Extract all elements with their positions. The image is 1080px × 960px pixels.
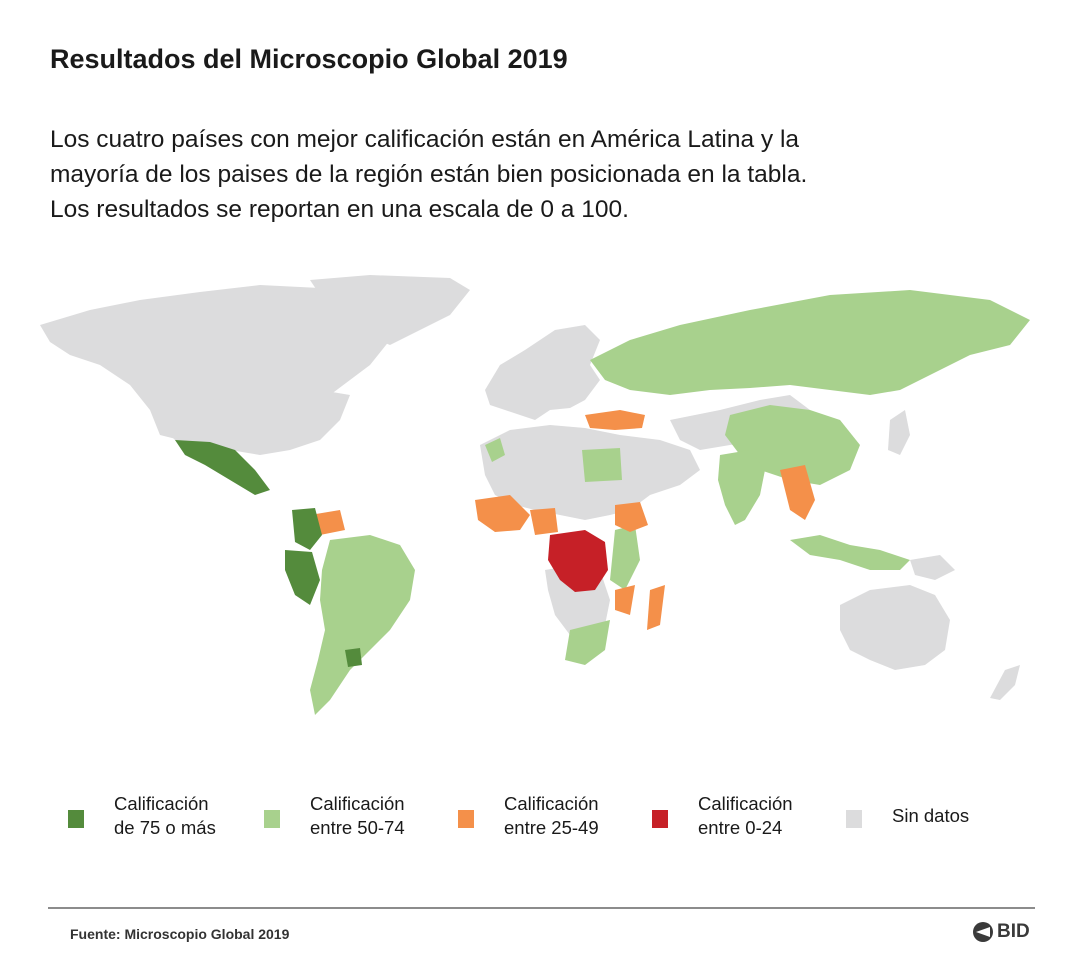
region-egypt: [582, 448, 622, 482]
bid-logo-text: BID: [997, 921, 1030, 942]
region-madagascar: [647, 585, 665, 630]
region-papua: [910, 555, 955, 580]
legend-swatch-mid-low: [458, 810, 474, 828]
legend-label-no-data: Sin datos: [892, 805, 970, 826]
legend-swatch-no-data: [846, 810, 862, 828]
region-greenland: [310, 275, 470, 345]
legend-swatch-top: [68, 810, 84, 828]
world-map: [40, 275, 1030, 715]
subtitle-line-1: Los cuatro países con mejor calificación…: [50, 126, 800, 153]
legend-label-mid-low: Calificación entre 25-49: [504, 793, 599, 838]
legend-swatch-low: [652, 810, 668, 828]
legend-label-top: Calificación de 75 o más: [114, 793, 216, 838]
bid-logo: BID: [972, 920, 1030, 944]
region-mozambique: [615, 585, 635, 615]
region-nigeria: [530, 508, 558, 535]
mid-high-regions: [310, 290, 1030, 715]
region-russia: [590, 290, 1030, 395]
region-india: [718, 450, 765, 525]
low-regions: [548, 530, 608, 592]
region-dr-congo: [548, 530, 608, 592]
region-ethiopia: [615, 502, 648, 532]
chart-title: Resultados del Microscopio Global 2019: [50, 44, 568, 74]
subtitle-line-2: mayoría de los paises de la región están…: [50, 161, 808, 188]
chart-subtitle: Los cuatro países con mejor calificación…: [50, 122, 990, 227]
region-morocco: [485, 438, 505, 462]
mid-low-regions: [310, 410, 815, 630]
region-east-africa: [610, 525, 640, 590]
legend: Calificación de 75 o más Calificación entr…: [68, 792, 1028, 842]
region-mexico: [175, 440, 270, 495]
region-west-africa: [475, 495, 530, 532]
source-note: Fuente: Microscopio Global 2019: [70, 926, 290, 942]
region-southern-africa: [565, 620, 610, 665]
legend-label-mid-high: Calificación entre 50-74: [310, 793, 405, 838]
region-turkey: [585, 410, 645, 430]
region-uruguay: [345, 648, 362, 667]
no-data-regions: [40, 275, 1020, 700]
legend-swatch-mid-high: [264, 810, 280, 828]
region-indonesia: [790, 535, 910, 570]
legend-label-low: Calificación entre 0-24: [698, 793, 793, 838]
region-new-zealand: [990, 665, 1020, 700]
region-europe: [485, 325, 600, 420]
top-regions: [175, 440, 362, 667]
region-usa: [160, 390, 350, 455]
footer-divider: [48, 907, 1035, 909]
bid-logo-icon: [973, 922, 993, 942]
region-peru: [285, 550, 320, 605]
region-japan: [888, 410, 910, 455]
region-australia: [840, 585, 950, 670]
subtitle-line-3: Los resultados se reportan en una escala…: [50, 196, 629, 223]
region-colombia: [292, 508, 322, 550]
region-brazil-south-america: [310, 535, 415, 715]
region-myanmar-thailand: [780, 465, 815, 520]
